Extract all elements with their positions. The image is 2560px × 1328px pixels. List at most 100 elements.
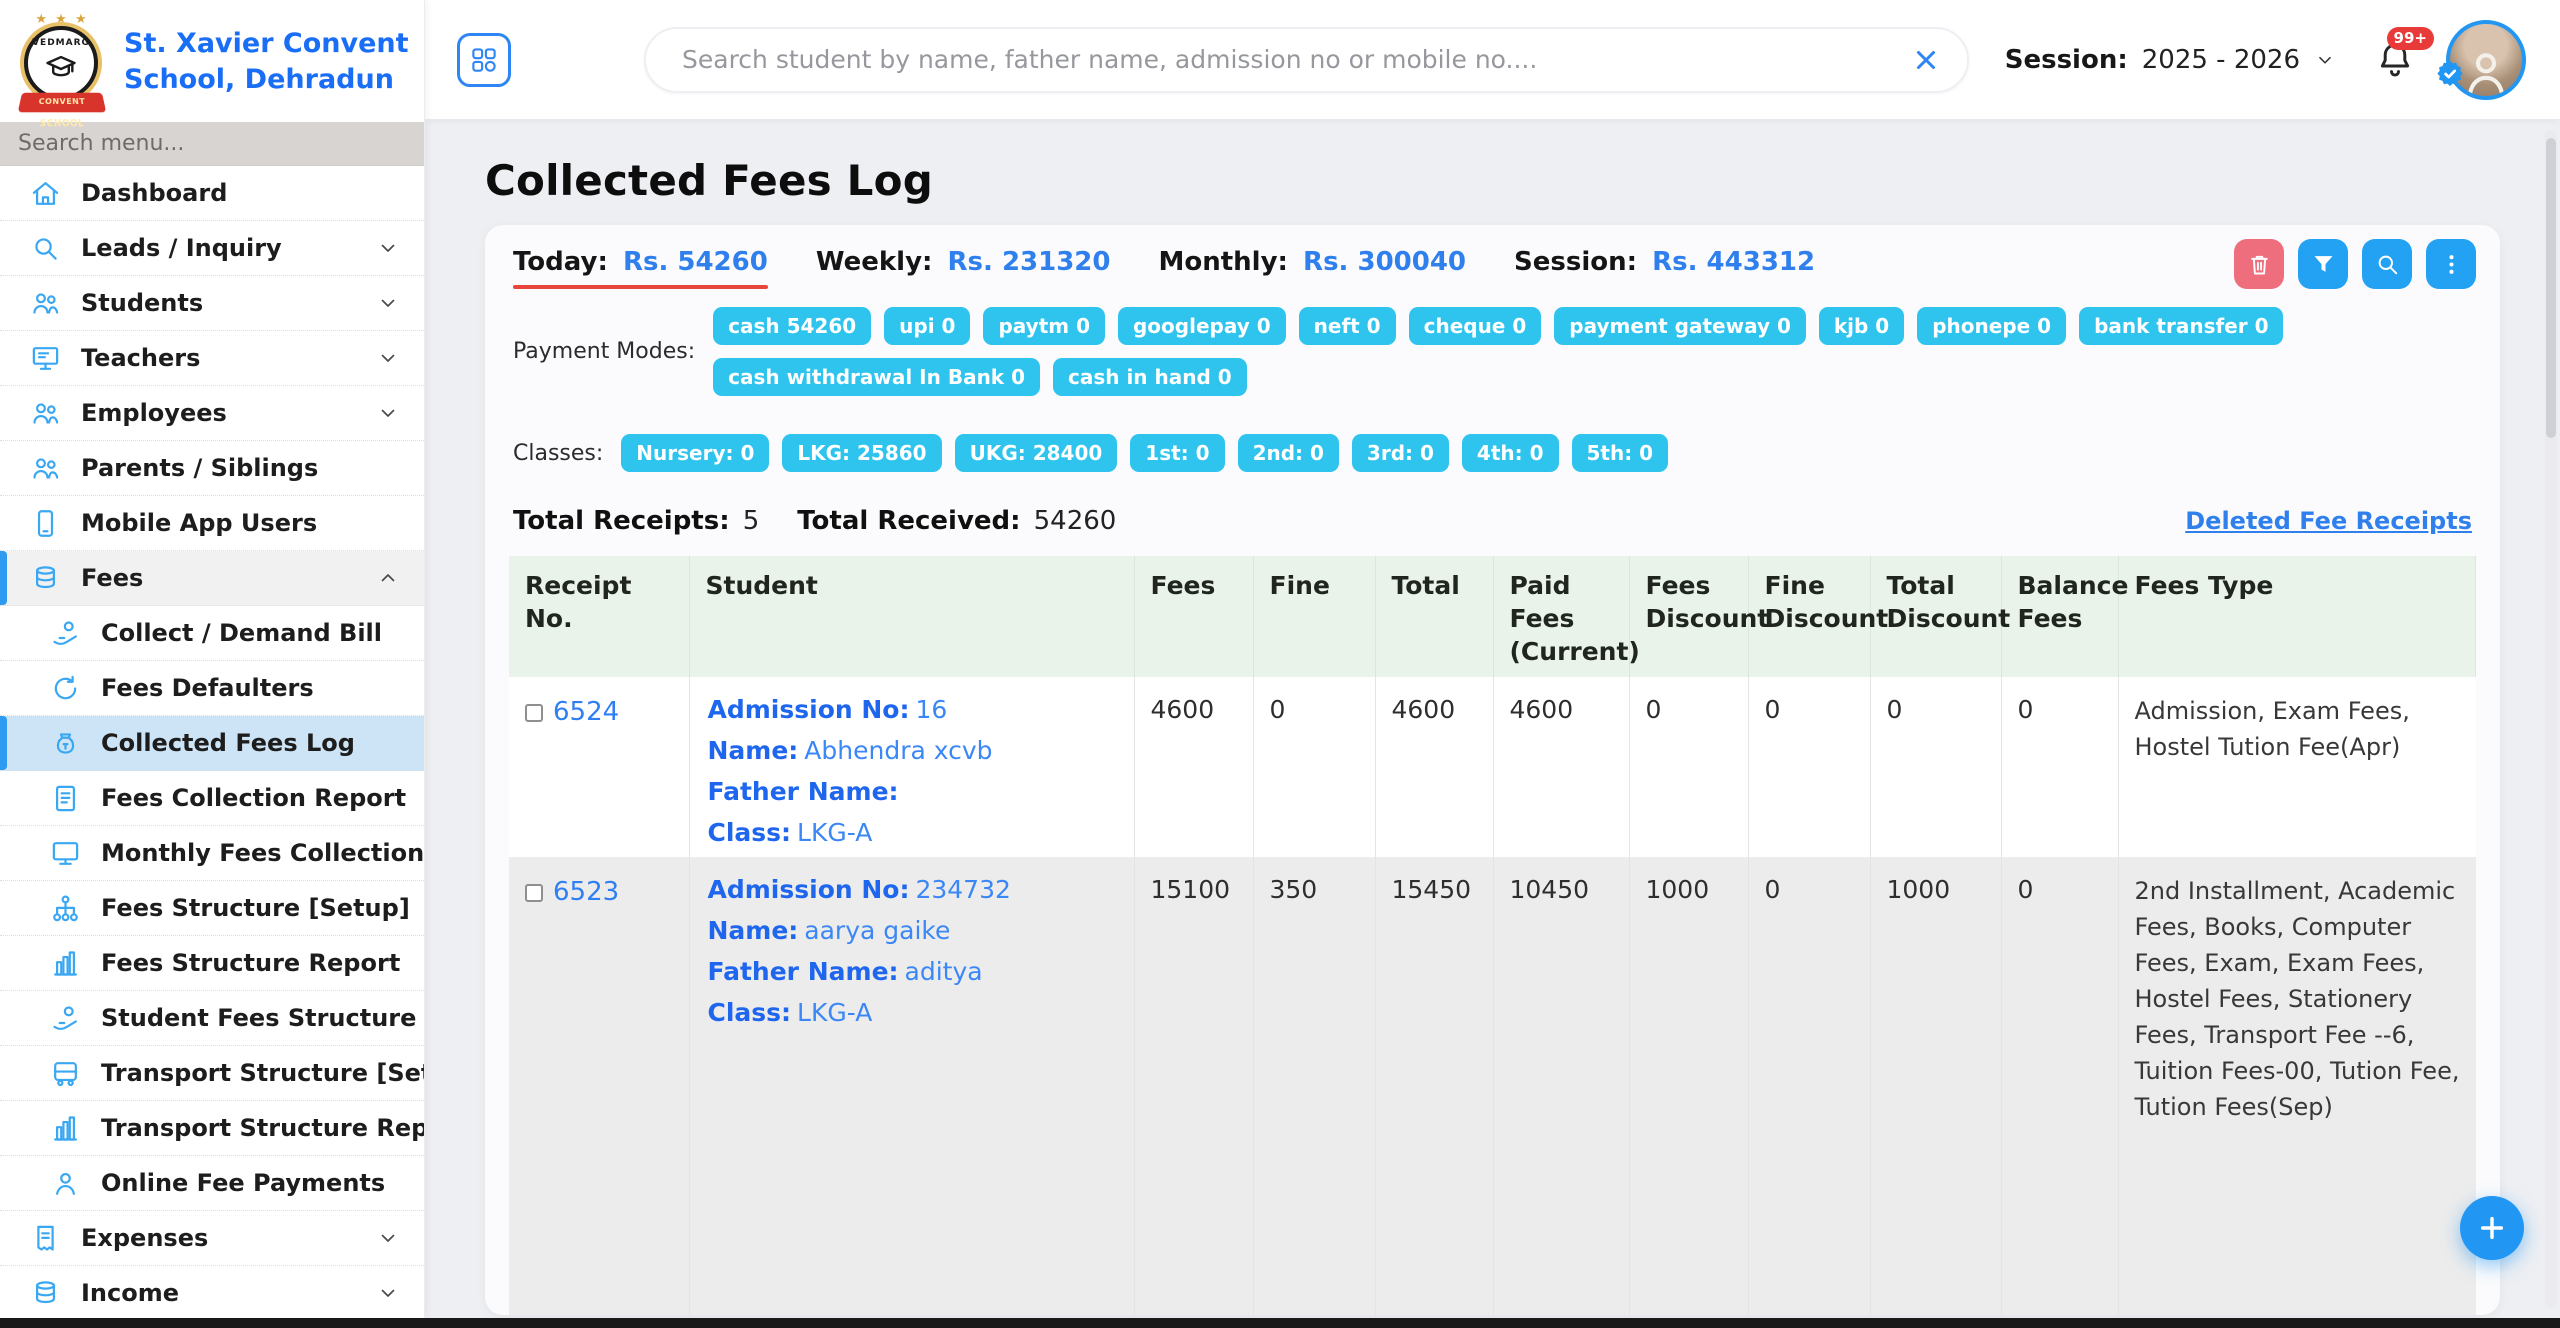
column-header[interactable]: Fees Type [2118, 556, 2476, 677]
payment-mode-badge[interactable]: bank transfer 0 [2079, 307, 2283, 345]
menu-item-icon [30, 343, 61, 374]
menu-item-icon [30, 453, 61, 484]
column-header[interactable]: Paid Fees (Current) [1493, 556, 1629, 677]
stat-item[interactable]: Today: Rs. 54260 [513, 247, 768, 277]
class-badge[interactable]: 1st: 0 [1130, 434, 1224, 472]
menu-item-icon [30, 178, 61, 209]
payment-mode-badge[interactable]: googlepay 0 [1118, 307, 1286, 345]
payment-mode-badge[interactable]: phonepe 0 [1917, 307, 2066, 345]
column-header[interactable]: Receipt No. [509, 556, 689, 677]
filter-button[interactable] [2298, 239, 2348, 289]
sidebar-item[interactable]: Parents / Siblings [0, 441, 424, 496]
notifications-button[interactable]: 99+ [2374, 39, 2416, 81]
column-header[interactable]: Fine [1253, 556, 1375, 677]
column-header[interactable]: Fees Discount [1629, 556, 1748, 677]
column-header[interactable]: Total [1375, 556, 1493, 677]
chevron-icon [376, 291, 400, 315]
delete-button[interactable] [2234, 239, 2284, 289]
stats-row: Today: Rs. 54260 Weekly: Rs. 231320 Mont… [485, 225, 2500, 297]
class-badge[interactable]: Nursery: 0 [621, 434, 769, 472]
sidebar-item[interactable]: Fees [0, 551, 424, 606]
payment-mode-badge[interactable]: cash in hand 0 [1053, 358, 1247, 396]
payment-mode-badge[interactable]: cash withdrawal In Bank 0 [713, 358, 1040, 396]
balance-fees-cell: 0 [2001, 677, 2118, 857]
receipt-link[interactable]: 6524 [553, 697, 619, 727]
class-value[interactable]: LKG-A [797, 998, 872, 1027]
sidebar-subitem[interactable]: Transport Structure [Setup] [0, 1046, 424, 1101]
submenu-item-label: Online Fee Payments [101, 1169, 385, 1197]
more-options-button[interactable] [2426, 239, 2476, 289]
session-selector[interactable]: Session: 2025 - 2026 [2005, 45, 2336, 75]
payment-mode-badge[interactable]: payment gateway 0 [1554, 307, 1806, 345]
admission-no-value[interactable]: 234732 [915, 875, 1010, 904]
sidebar-item[interactable]: Dashboard [0, 166, 424, 221]
column-header[interactable]: Fees [1134, 556, 1253, 677]
chevron-icon [376, 566, 400, 590]
sidebar-subitem[interactable]: Fees Structure Report [0, 936, 424, 991]
payment-mode-badge[interactable]: paytm 0 [983, 307, 1105, 345]
sidebar-subitem[interactable]: Student Fees Structure Log [0, 991, 424, 1046]
admission-no-label: Admission No: [708, 875, 910, 904]
column-header[interactable]: Fine Discount [1748, 556, 1870, 677]
sidebar-subitem[interactable]: Transport Structure Report [0, 1101, 424, 1156]
sidebar-subitem[interactable]: Monthly Fees Collection [0, 826, 424, 881]
class-badge[interactable]: 5th: 0 [1572, 434, 1669, 472]
name-label: Name: [708, 736, 799, 765]
funnel-icon [2310, 251, 2337, 278]
sidebar-subitem[interactable]: Collect / Demand Bill [0, 606, 424, 661]
payment-mode-badge[interactable]: upi 0 [884, 307, 970, 345]
user-menu[interactable] [2446, 20, 2526, 100]
vertical-scrollbar[interactable] [2545, 130, 2557, 1308]
sidebar-item[interactable]: Employees [0, 386, 424, 441]
class-badge[interactable]: 4th: 0 [1462, 434, 1559, 472]
deleted-fee-receipts-link[interactable]: Deleted Fee Receipts [2185, 507, 2472, 535]
sidebar-item[interactable]: Income [0, 1266, 424, 1318]
father-name-value[interactable]: aditya [905, 957, 983, 986]
search-button[interactable] [2362, 239, 2412, 289]
receipt-cell: 6524 [509, 677, 689, 857]
stat-item[interactable]: Session: Rs. 443312 [1514, 247, 1815, 277]
sidebar-subitem[interactable]: Fees Defaulters [0, 661, 424, 716]
name-value[interactable]: Abhendra xcvb [804, 736, 992, 765]
class-badge[interactable]: LKG: 25860 [782, 434, 941, 472]
sidebar-subitem[interactable]: Collected Fees Log [0, 716, 424, 771]
sidebar-item[interactable]: Leads / Inquiry [0, 221, 424, 276]
add-button[interactable] [2460, 1196, 2524, 1260]
student-search-input[interactable] [644, 27, 1969, 93]
sidebar-item[interactable]: Students [0, 276, 424, 331]
column-header[interactable]: Student [689, 556, 1134, 677]
sidebar-subitem[interactable]: Fees Collection Report [0, 771, 424, 826]
payment-mode-badge[interactable]: neft 0 [1299, 307, 1396, 345]
column-header[interactable]: Total Discount [1870, 556, 2001, 677]
class-badge[interactable]: UKG: 28400 [955, 434, 1118, 472]
name-value[interactable]: aarya gaike [804, 916, 950, 945]
receipt-link[interactable]: 6523 [553, 877, 619, 907]
father-name-label: Father Name: [708, 777, 899, 806]
sidebar-subitem[interactable]: Fees Structure [Setup] [0, 881, 424, 936]
fine-cell: 350 [1253, 857, 1375, 1315]
stat-item[interactable]: Weekly: Rs. 231320 [816, 247, 1111, 277]
sidebar-item[interactable]: Teachers [0, 331, 424, 386]
column-header[interactable]: Balance Fees [2001, 556, 2118, 677]
apps-grid-button[interactable] [457, 33, 511, 87]
sidebar-item[interactable]: Expenses [0, 1211, 424, 1266]
student-cell: Admission No:234732 Name:aarya gaike Fat… [689, 857, 1134, 1315]
sidebar-subitem[interactable]: Online Fee Payments [0, 1156, 424, 1211]
brand[interactable]: ★ ★ ★ VEDMARG CONVENT SCHOOL St. Xavier … [0, 0, 424, 122]
class-badge[interactable]: 3rd: 0 [1352, 434, 1449, 472]
sidebar-item[interactable]: Mobile App Users [0, 496, 424, 551]
table-row: 6524 Admission No:16 Name:Abhendra xcvb … [509, 677, 2476, 857]
stat-item[interactable]: Monthly: Rs. 300040 [1159, 247, 1467, 277]
horizontal-scrollbar[interactable] [0, 1318, 2560, 1328]
class-value[interactable]: LKG-A [797, 818, 872, 847]
scrollbar-thumb[interactable] [2546, 138, 2556, 438]
payment-mode-badge[interactable]: cash 54260 [713, 307, 871, 345]
payment-mode-badge[interactable]: cheque 0 [1409, 307, 1542, 345]
row-checkbox[interactable] [525, 884, 543, 902]
clear-search-icon[interactable] [1911, 45, 1941, 75]
admission-no-value[interactable]: 16 [915, 695, 947, 724]
payment-mode-badge[interactable]: kjb 0 [1819, 307, 1904, 345]
class-badge[interactable]: 2nd: 0 [1238, 434, 1339, 472]
row-checkbox[interactable] [525, 704, 543, 722]
search-icon [2374, 251, 2401, 278]
